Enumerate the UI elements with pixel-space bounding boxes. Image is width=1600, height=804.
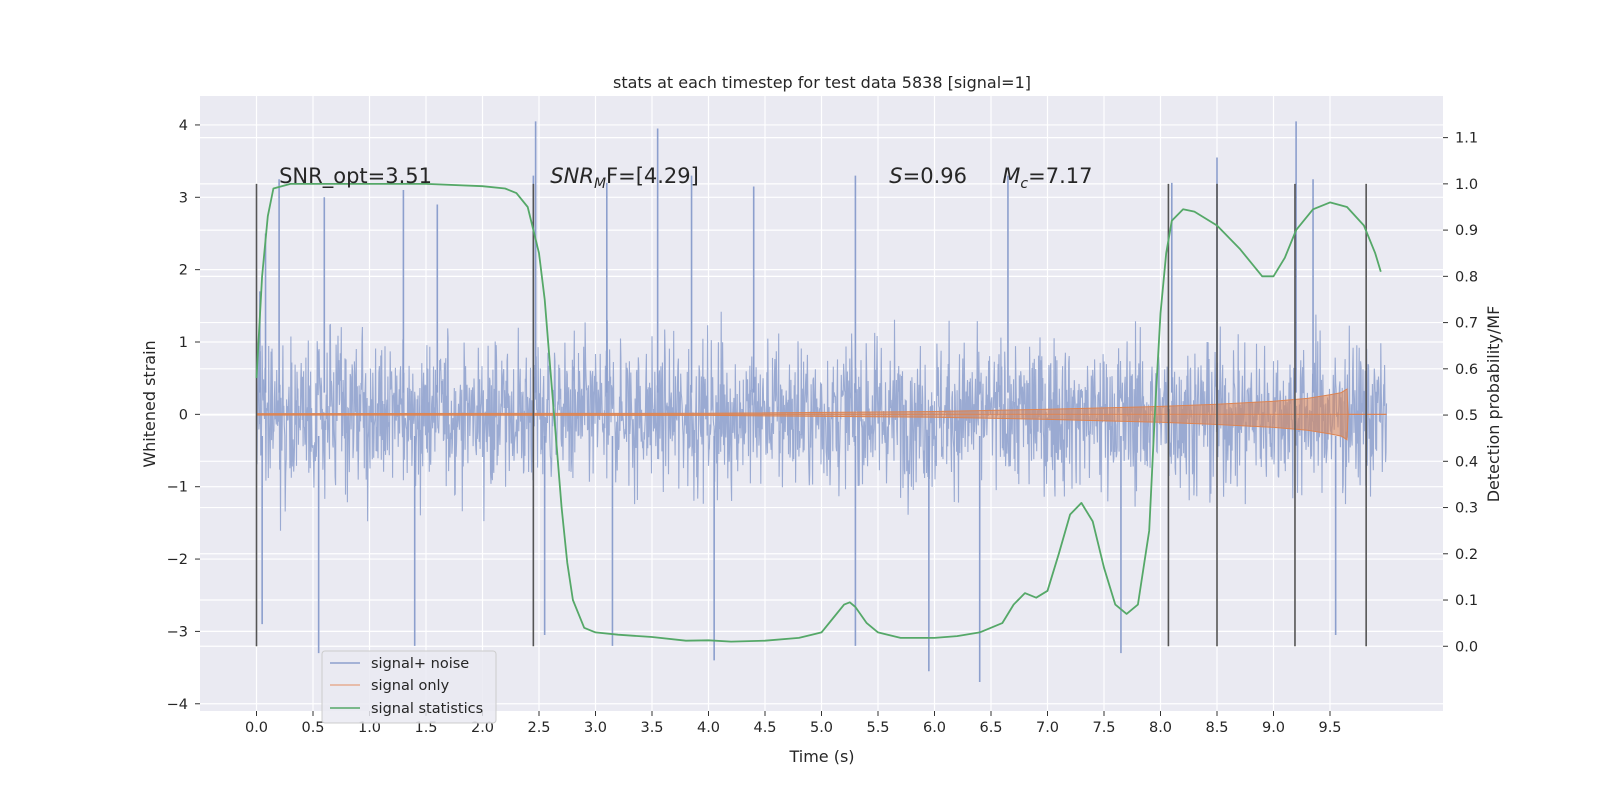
y2-tick-label: 0.5 xyxy=(1455,408,1478,424)
legend-frame xyxy=(321,650,497,724)
x-tick-label: 3.0 xyxy=(584,720,607,736)
x-tick-label: 5.5 xyxy=(866,720,889,736)
y2-tick-label: 0.2 xyxy=(1455,547,1478,563)
y2-tick-label: 1.0 xyxy=(1455,177,1478,193)
y2-tick-label: 0.0 xyxy=(1455,639,1478,655)
y2-tick-label: 0.8 xyxy=(1455,269,1478,285)
statistics-line xyxy=(255,183,1382,643)
y-tick-label: −4 xyxy=(167,697,188,713)
chart-title: stats at each timestep for test data 583… xyxy=(613,73,1031,92)
y-axis-label: Whitened strain xyxy=(140,340,159,467)
axes: 0.0 0.5 1.0 1.5 2.0 2.5 3.0 3.5 4.0 4.5 5.0 5.5 6.0 6… xyxy=(167,118,1478,736)
y2-axis-label: Detection probability/MF xyxy=(1484,306,1503,503)
noise-trace xyxy=(255,311,1388,531)
y2-tick-label: 0.3 xyxy=(1455,501,1478,517)
y2-tick-label: 0.6 xyxy=(1455,362,1478,378)
y-tick-label: 4 xyxy=(179,118,188,134)
y2-tick-label: 0.7 xyxy=(1455,316,1478,332)
x-tick-label: 1.5 xyxy=(414,720,437,736)
y-tick-label: 2 xyxy=(179,263,188,279)
x-axis-label: Time (s) xyxy=(788,747,854,766)
x-tick-label: 1.0 xyxy=(358,720,381,736)
annotation-snr-opt: SNR_opt=3.51 xyxy=(279,164,432,189)
vertical-markers xyxy=(255,183,1367,647)
y-tick-label: −3 xyxy=(167,624,188,640)
annotation-mc: Mc=7.17 xyxy=(1002,164,1092,192)
x-tick-label: 6.0 xyxy=(923,720,946,736)
statistics-series xyxy=(255,183,1382,643)
y-tick-label: 3 xyxy=(179,190,188,206)
annotation-s: S=0.96 xyxy=(889,164,967,188)
y2-tick-label: 0.4 xyxy=(1455,454,1478,470)
x-tick-label: 0.0 xyxy=(245,720,268,736)
legend-label-statistics: signal statistics xyxy=(371,701,483,717)
x-tick-label: 8.0 xyxy=(1149,720,1172,736)
legend: signal+ noise signal only signal statist… xyxy=(321,650,497,724)
legend-label-signal: signal only xyxy=(371,678,450,694)
x-tick-label: 7.0 xyxy=(1036,720,1059,736)
x-tick-label: 9.5 xyxy=(1318,720,1341,736)
x-tick-label: 2.0 xyxy=(471,720,494,736)
x-tick-label: 2.5 xyxy=(527,720,550,736)
y-tick-label: −2 xyxy=(167,552,188,568)
x-tick-label: 5.0 xyxy=(810,720,833,736)
y2-tick-label: 0.1 xyxy=(1455,593,1478,609)
y-tick-label: −1 xyxy=(167,480,188,496)
y-tick-label: 1 xyxy=(179,335,188,351)
x-tick-label: 9.0 xyxy=(1262,720,1285,736)
x-tick-label: 7.5 xyxy=(1092,720,1115,736)
annotation-snr-mf: SNRMF=[4.29] xyxy=(550,164,699,192)
x-tick-label: 4.5 xyxy=(753,720,776,736)
signal-only-series xyxy=(256,388,1387,441)
x-tick-label: 8.5 xyxy=(1205,720,1228,736)
annotations: SNR_opt=3.51 SNRMF=[4.29] S=0.96 Mc=7.17 xyxy=(279,164,1092,192)
x-tick-label: 3.5 xyxy=(640,720,663,736)
y-tick-label: 0 xyxy=(179,407,188,423)
x-tick-label: 4.0 xyxy=(697,720,720,736)
x-tick-label: 0.5 xyxy=(301,720,324,736)
y2-tick-label: 1.1 xyxy=(1455,131,1478,147)
y2-tick-label: 0.9 xyxy=(1455,223,1478,239)
legend-label-noise: signal+ noise xyxy=(371,656,469,672)
x-tick-label: 6.5 xyxy=(979,720,1002,736)
